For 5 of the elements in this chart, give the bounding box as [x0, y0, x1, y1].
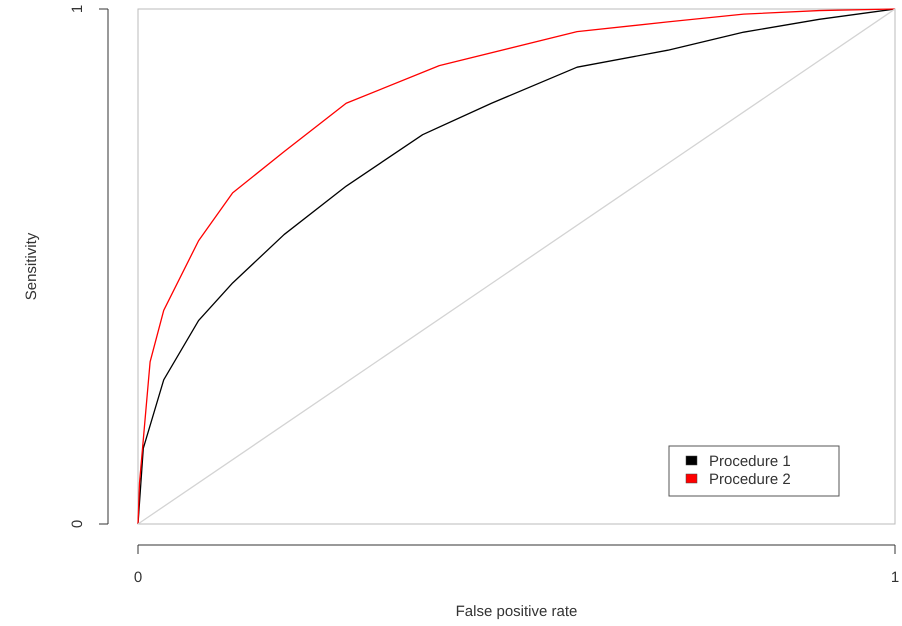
- y-axis-title: Sensitivity: [23, 232, 40, 300]
- x-axis-title: False positive rate: [456, 603, 578, 620]
- legend-label: Procedure 2: [709, 471, 791, 488]
- legend-label: Procedure 1: [709, 453, 791, 470]
- line-series: [137, 8, 896, 525]
